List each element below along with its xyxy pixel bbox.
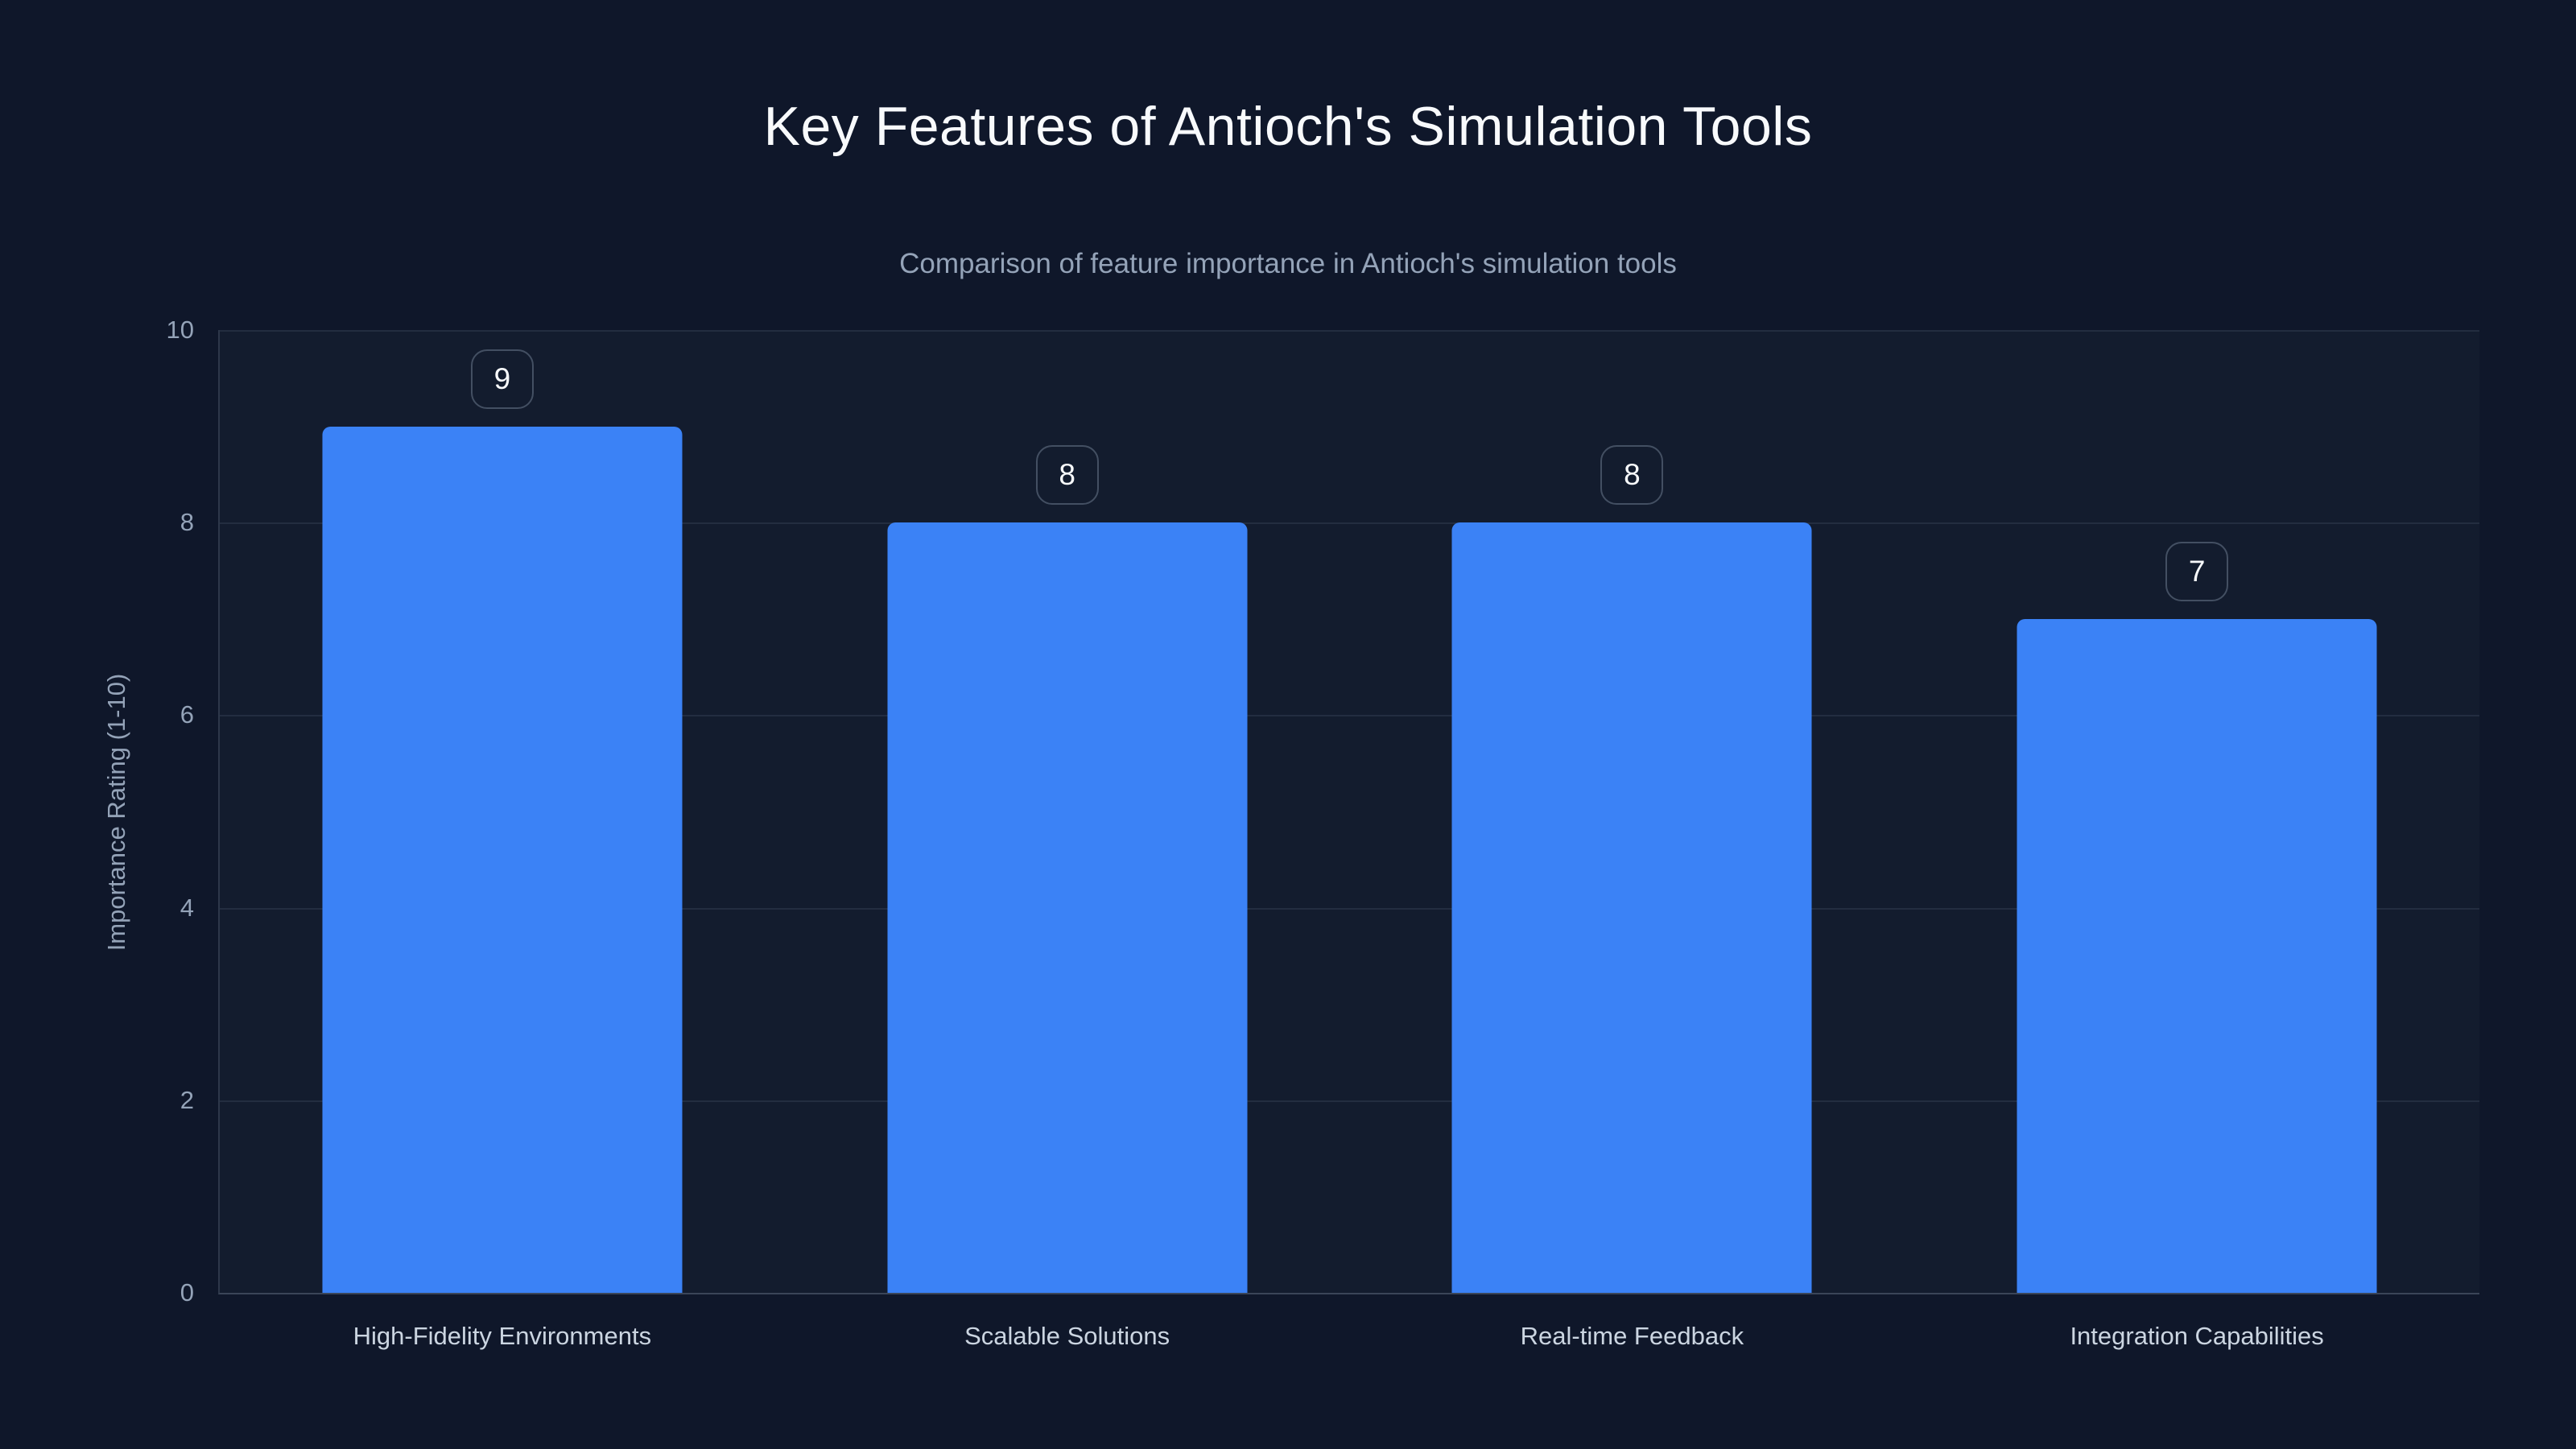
bar-group: 8 Scalable Solutions (785, 330, 1350, 1350)
bar-group: 9 High-Fidelity Environments (220, 330, 785, 1350)
chart-subtitle: Comparison of feature importance in Anti… (899, 248, 1677, 279)
bar (1451, 522, 1812, 1293)
x-category-label: Real-time Feedback (1520, 1322, 1744, 1350)
y-tick-label: 6 (180, 700, 194, 729)
plot-area: 0 2 4 6 8 10 9 High-Fidelity Environments 8 Scal… (167, 316, 2479, 1350)
bar-value-badge: 7 (2165, 541, 2229, 601)
bar-group: 8 Real-time Feedback (1350, 330, 1915, 1350)
bar (322, 426, 683, 1293)
x-category-label: High-Fidelity Environments (353, 1322, 652, 1350)
bar (887, 522, 1248, 1293)
gridline (220, 522, 2479, 525)
bar-series: 9 High-Fidelity Environments 8 Scalable Sol… (220, 330, 2479, 1350)
x-category-label: Scalable Solutions (964, 1322, 1170, 1350)
x-category-label: Integration Capabilities (2070, 1322, 2324, 1350)
bar (2017, 618, 2377, 1293)
y-tick-label: 8 (180, 508, 194, 537)
bar-value-badge: 8 (1035, 445, 1099, 506)
gridline (220, 907, 2479, 910)
y-tick-label: 10 (166, 316, 194, 344)
bar-value-badge: 8 (1600, 445, 1664, 506)
y-tick-label: 4 (180, 893, 194, 922)
chart-title: Key Features of Antioch's Simulation Too… (763, 96, 1813, 157)
gridline (220, 715, 2479, 717)
bar-group: 7 Integration Capabilities (1914, 330, 2479, 1350)
gridline (220, 1100, 2479, 1102)
gridline (220, 330, 2479, 332)
bar-value-badge: 9 (470, 349, 534, 409)
y-tick-label: 0 (180, 1278, 194, 1307)
y-axis-title: Importance Rating (1-10) (102, 673, 130, 952)
y-tick-label: 2 (180, 1085, 194, 1114)
